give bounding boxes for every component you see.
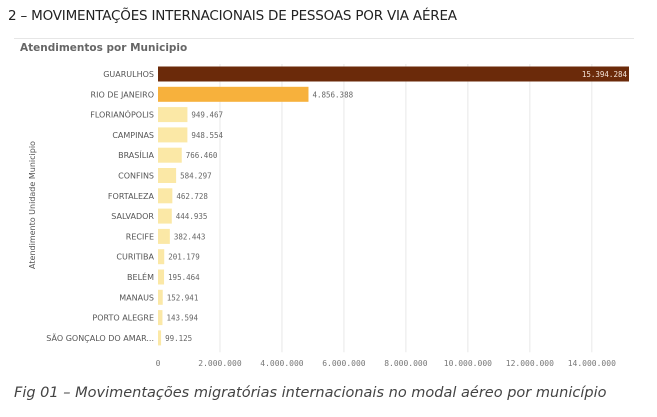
category-label: SALVADOR: [111, 212, 154, 221]
value-label: 201.179: [168, 253, 200, 262]
value-label: 99.125: [165, 334, 192, 343]
chart-title: Atendimentos por Municipio: [20, 42, 188, 54]
category-label: BRASÍLIA: [118, 149, 154, 160]
x-tick-label: 12.000.000: [506, 359, 554, 368]
x-tick-label: 10.000.000: [444, 359, 492, 368]
value-label: 766.460: [186, 151, 218, 160]
bar: [158, 330, 162, 346]
y-axis-label: Atendimento Unidade Municipio: [28, 141, 37, 269]
category-label: RIO DE JANEIRO: [91, 90, 154, 99]
bar: [158, 289, 163, 305]
bar: [158, 269, 165, 285]
x-tick-label: 4.000.000: [260, 359, 304, 368]
x-tick-label: 8.000.000: [384, 359, 428, 368]
bar: [158, 127, 188, 143]
bar: [158, 310, 163, 326]
value-label: 152.941: [167, 293, 199, 302]
x-tick-label: 0: [156, 359, 161, 368]
section-heading: 2 – MOVIMENTAÇÕES INTERNACIONAIS DE PESS…: [8, 8, 457, 24]
value-label: 462.728: [176, 192, 208, 201]
x-tick-label: 6.000.000: [322, 359, 366, 368]
bar: [158, 107, 188, 123]
category-label: GUARULHOS: [103, 70, 154, 79]
figure-caption: Fig 01 – Movimentações migratórias inter…: [14, 385, 607, 401]
value-label: 4.856.388: [312, 90, 353, 99]
value-label: 584.297: [180, 172, 212, 181]
bar: [158, 208, 172, 224]
bar: [158, 228, 170, 244]
value-label: 195.464: [168, 273, 200, 282]
category-label: CONFINS: [118, 172, 154, 181]
bar: [158, 249, 165, 265]
category-label: RECIFE: [126, 232, 154, 241]
x-tick-label: 2.000.000: [198, 359, 242, 368]
bar: [158, 86, 309, 102]
category-label: MANAUS: [119, 293, 154, 302]
value-label: 949.467: [191, 111, 223, 120]
category-label: CAMPINAS: [112, 131, 154, 140]
value-label: 15.394.284: [582, 70, 628, 79]
category-label: FORTALEZA: [108, 192, 155, 201]
category-label: SÃO GONÇALO DO AMAR...: [46, 333, 154, 343]
value-label: 444.935: [176, 212, 208, 221]
bar: [158, 147, 182, 163]
category-label: FLORIANÓPOLIS: [90, 109, 154, 120]
bar: [158, 168, 177, 183]
x-tick-label: 14.000.000: [568, 359, 616, 368]
value-label: 143.594: [166, 314, 198, 323]
bar: [158, 66, 629, 82]
value-label: 382.443: [174, 232, 206, 241]
value-label: 948.554: [191, 131, 223, 140]
category-label: PORTO ALEGRE: [92, 314, 154, 323]
chart-panel: [14, 38, 634, 371]
bar: [158, 188, 173, 204]
category-label: CURITIBA: [116, 253, 154, 262]
category-label: BELÉM: [127, 271, 154, 282]
